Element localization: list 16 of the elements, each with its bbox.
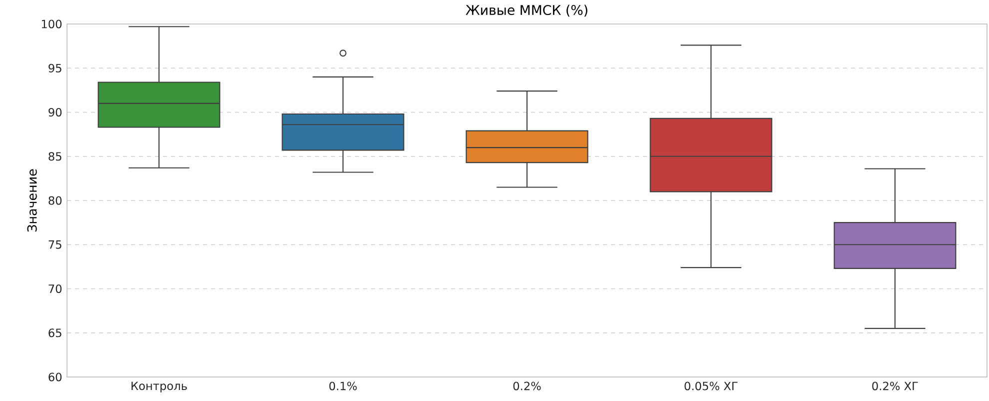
y-tick-label: 95 <box>48 64 62 72</box>
x-tick-label: 0.05% ХГ <box>684 382 738 390</box>
y-tick-label: 65 <box>48 328 62 338</box>
y-tick-label: 85 <box>48 152 62 161</box>
x-tick-label: 0.1% <box>329 382 357 390</box>
y-axis-title: Значение <box>27 169 37 232</box>
y-tick-label: 90 <box>48 108 62 117</box>
x-tick-label: 0.2% ХГ <box>872 382 918 390</box>
y-tick-label: 100 <box>42 20 62 28</box>
y-tick-label: 80 <box>48 196 62 205</box>
chart-title: Живые ММСК (%) <box>466 4 588 17</box>
y-tick-label: 70 <box>48 284 62 294</box>
x-tick-label: Контроль <box>132 382 187 392</box>
y-tick-label: 75 <box>48 240 62 249</box>
y-tick-label: 60 <box>48 372 62 382</box>
x-tick-label: 0.2% <box>513 382 541 390</box>
